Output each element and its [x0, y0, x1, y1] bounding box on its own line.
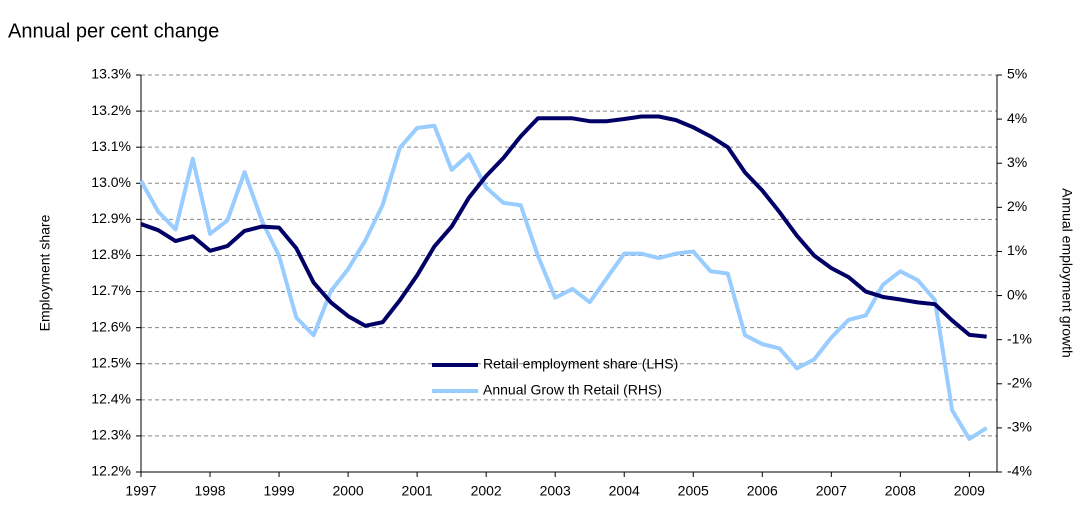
y-tick-label: 12.9%	[91, 210, 131, 226]
y-tick-label: 13.2%	[91, 102, 131, 118]
x-tick-label: 2002	[471, 483, 502, 499]
x-tick-label: 2004	[609, 483, 640, 499]
y-tick-label: 13.3%	[91, 66, 131, 82]
x-tick-label: 2009	[954, 483, 985, 499]
y2-tick-label: 5%	[1007, 66, 1027, 82]
x-tick-label: 2008	[885, 483, 916, 499]
y-axis-label: Employment share	[37, 214, 53, 331]
y2-tick-label: 3%	[1007, 154, 1027, 170]
x-tick-label: 2007	[816, 483, 847, 499]
series-line	[140, 114, 987, 339]
y-tick-label: 13.1%	[91, 138, 131, 154]
y-tick-label: 12.3%	[91, 427, 131, 443]
x-tick-label: 2005	[678, 483, 709, 499]
y-tick-label: 13.0%	[91, 174, 131, 190]
y-tick-label: 12.4%	[91, 391, 131, 407]
y-tick-label: 12.7%	[91, 282, 131, 298]
y2-tick-label: -4%	[1007, 463, 1032, 479]
y-tick-label: 12.6%	[91, 318, 131, 334]
x-tick-label: 2003	[540, 483, 571, 499]
chart-title: Annual per cent change	[8, 20, 219, 42]
x-tick-label: 2000	[333, 483, 364, 499]
y-tick-label: 12.5%	[91, 354, 131, 370]
y2-tick-label: 0%	[1007, 286, 1027, 302]
legend-label: Annual Grow th Retail (RHS)	[483, 382, 662, 398]
y-tick-label: 12.2%	[91, 463, 131, 479]
y2-axis-label: Annual employment growth	[1059, 188, 1075, 358]
y2-tick-label: 1%	[1007, 242, 1027, 258]
x-tick-label: 1998	[194, 483, 225, 499]
x-tick-label: 1997	[125, 483, 156, 499]
series-line	[139, 123, 988, 441]
x-tick-label: 1999	[263, 483, 294, 499]
y2-tick-label: -2%	[1007, 374, 1032, 390]
y2-tick-label: -3%	[1007, 419, 1032, 435]
y2-tick-label: 4%	[1007, 110, 1027, 126]
y-tick-label: 12.8%	[91, 246, 131, 262]
x-tick-label: 2006	[747, 483, 778, 499]
legend-label: Retail employment share (LHS)	[483, 356, 678, 372]
y2-tick-label: -1%	[1007, 330, 1032, 346]
y2-tick-label: 2%	[1007, 198, 1027, 214]
x-tick-label: 2001	[402, 483, 433, 499]
